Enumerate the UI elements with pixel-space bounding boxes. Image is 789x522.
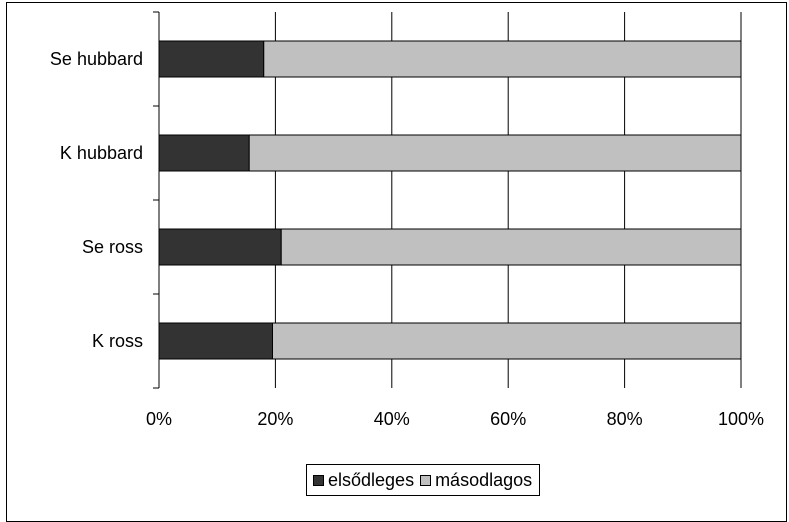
bar-secondary-2 (280, 228, 742, 266)
bar-secondary-0 (263, 40, 742, 78)
legend-label: elsődleges (328, 469, 415, 490)
x-tick-label: 40% (374, 409, 410, 429)
legend-entry: elsődleges (313, 470, 414, 491)
legend-swatch (313, 474, 324, 486)
category-label: Se hubbard (50, 49, 143, 69)
category-label: Se ross (82, 237, 143, 257)
bar-primary-3 (158, 322, 273, 360)
bar-primary-1 (158, 134, 250, 172)
x-tick-label: 60% (490, 409, 526, 429)
category-label: K hubbard (60, 143, 143, 163)
category-label: K ross (92, 331, 143, 351)
bar-secondary-1 (248, 134, 742, 172)
x-tick-label: 80% (607, 409, 643, 429)
legend: elsődleges másodlagos (306, 464, 541, 496)
bar-primary-2 (158, 228, 282, 266)
x-tick-label: 20% (257, 409, 293, 429)
legend-entry: másodlagos (420, 470, 532, 491)
bar-chart: 0% 20% 40% 60% 80% 100% Se hubbard K hubbard Se … (50, 11, 764, 429)
bar-secondary-3 (271, 322, 742, 360)
x-tick-label: 0% (146, 409, 172, 429)
legend-label: másodlagos (435, 469, 533, 490)
x-tick-label: 100% (718, 409, 764, 429)
bar-primary-0 (158, 40, 265, 78)
legend-swatch (420, 474, 432, 486)
